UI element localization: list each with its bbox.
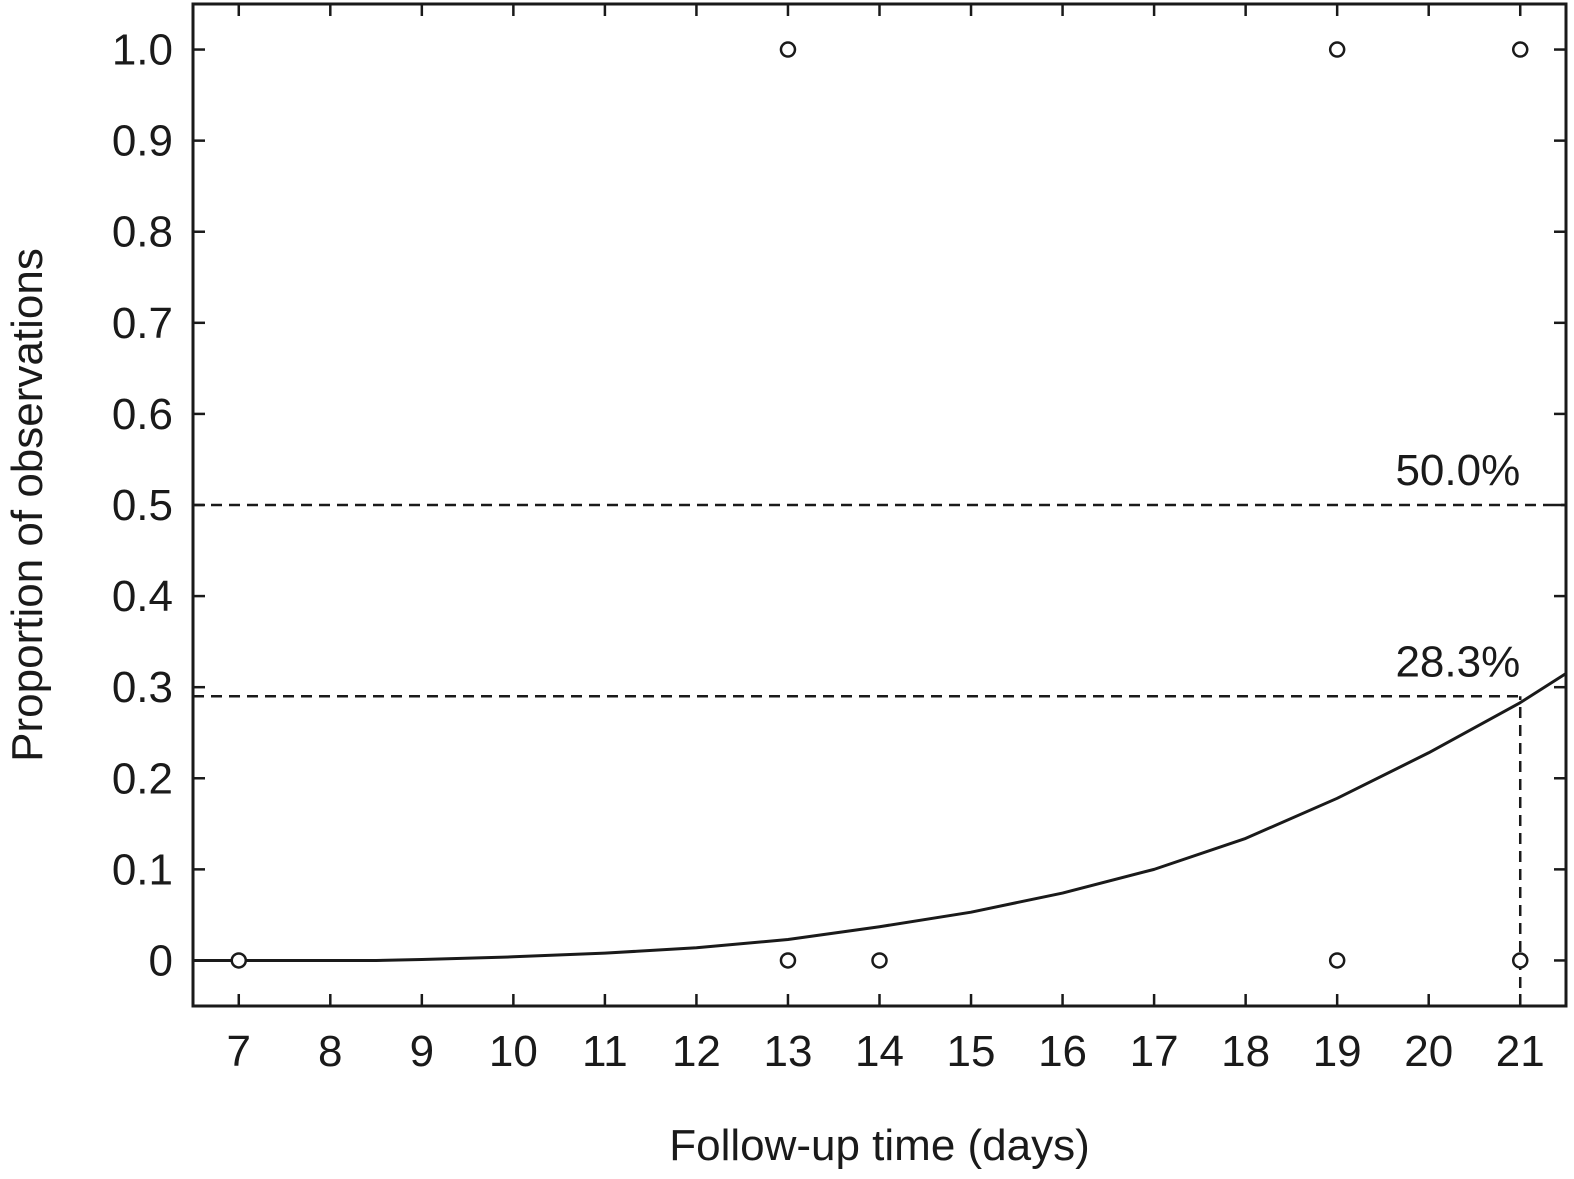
data-point (1328, 41, 1346, 58)
x-tick-label: 9 (410, 1027, 434, 1076)
annotations: 50.0% 28.3% (1395, 446, 1520, 686)
data-point (1511, 41, 1529, 58)
data-point (779, 952, 797, 969)
x-axis-title: Follow-up time (days) (669, 1121, 1090, 1170)
x-tick-label: 16 (1038, 1027, 1087, 1076)
y-tick-label: 0.9 (112, 117, 173, 166)
x-tick-label: 13 (763, 1027, 812, 1076)
tick-labels: 7 8 9 10 11 12 13 14 15 16 17 18 19 20 21 0 0.1 0.2 0.3 0.4… (112, 26, 1545, 1076)
data-point (779, 41, 797, 58)
x-tick-label: 17 (1130, 1027, 1179, 1076)
data-point (1511, 952, 1529, 969)
x-tick-label: 21 (1496, 1027, 1545, 1076)
y-tick-label: 0.6 (112, 390, 173, 439)
y-axis-title: Proportion of observations (3, 248, 52, 762)
y-tick-label: 0.4 (112, 572, 173, 621)
y-tick-label: 1.0 (112, 26, 173, 75)
x-tick-label: 10 (489, 1027, 538, 1076)
fitted-curve-layer (193, 672, 1567, 962)
reference-line-label: 28.3% (1395, 637, 1520, 686)
y-tick-label: 0.7 (112, 299, 173, 348)
data-point (230, 952, 248, 969)
data-point (1328, 952, 1346, 969)
x-tick-label: 8 (318, 1027, 342, 1076)
data-points (230, 41, 1529, 969)
y-tick-label: 0.3 (112, 663, 173, 712)
y-tick-label: 0.8 (112, 208, 173, 257)
x-tick-label: 19 (1313, 1027, 1362, 1076)
fitted-curve (193, 672, 1567, 962)
y-tick-label: 0.1 (112, 845, 173, 894)
x-tick-label: 7 (227, 1027, 251, 1076)
x-tick-label: 14 (855, 1027, 904, 1076)
x-tick-label: 12 (672, 1027, 721, 1076)
x-tick-label: 15 (947, 1027, 996, 1076)
reference-line-label: 50.0% (1395, 446, 1520, 495)
axis-ticks (193, 4, 1566, 1006)
x-tick-label: 11 (582, 1027, 628, 1076)
x-tick-label: 18 (1221, 1027, 1270, 1076)
x-tick-label: 20 (1404, 1027, 1453, 1076)
y-tick-label: 0.5 (112, 481, 173, 530)
y-tick-label: 0 (149, 936, 173, 985)
y-tick-label: 0.2 (112, 754, 173, 803)
reference-lines (193, 503, 1566, 1006)
data-point (871, 952, 888, 969)
